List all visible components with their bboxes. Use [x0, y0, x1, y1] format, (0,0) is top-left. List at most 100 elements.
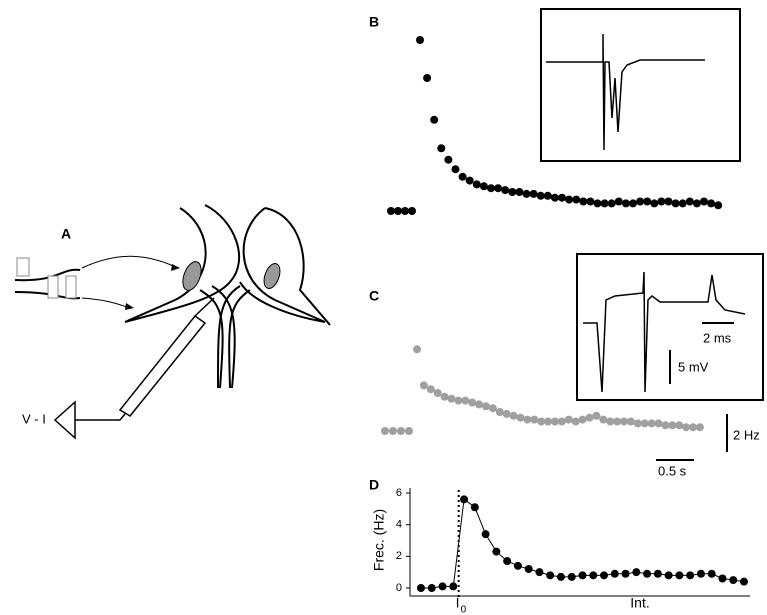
y-tick-label: 6 — [396, 487, 402, 499]
point — [389, 427, 397, 435]
point — [692, 199, 701, 208]
point — [629, 199, 637, 208]
point — [427, 584, 436, 592]
point — [592, 411, 601, 420]
point — [502, 409, 511, 418]
point — [513, 561, 522, 570]
point — [515, 188, 524, 196]
point — [408, 207, 416, 215]
point — [472, 180, 481, 189]
scale-label: 0.5 s — [658, 464, 687, 479]
point — [653, 569, 662, 578]
point — [664, 197, 673, 206]
point — [535, 568, 544, 577]
point — [523, 415, 532, 424]
point — [718, 574, 727, 583]
point — [558, 193, 566, 202]
point — [419, 381, 428, 390]
inset-c: 2 ms 5 mV — [576, 253, 764, 401]
point — [381, 427, 389, 435]
x-axis-label: Int. — [630, 595, 649, 611]
panel-label: D — [369, 477, 379, 493]
point — [405, 427, 413, 435]
point — [654, 419, 663, 428]
point — [516, 413, 525, 422]
point — [695, 423, 704, 432]
point — [530, 415, 539, 424]
point — [508, 188, 517, 196]
point — [461, 396, 470, 405]
point — [650, 199, 659, 208]
point — [551, 417, 559, 426]
point — [686, 571, 695, 580]
point — [606, 417, 615, 426]
point — [440, 392, 449, 401]
point — [524, 565, 533, 573]
point — [444, 155, 453, 164]
point — [636, 197, 645, 206]
point — [433, 389, 442, 397]
point — [626, 417, 635, 426]
point — [682, 423, 691, 432]
point — [494, 184, 503, 193]
point — [460, 495, 469, 504]
point — [700, 197, 708, 206]
point — [509, 411, 518, 420]
point — [537, 417, 546, 426]
point — [707, 569, 716, 578]
diagram-label: V - I — [22, 411, 46, 426]
point — [586, 197, 595, 206]
point — [488, 404, 497, 413]
point — [633, 419, 642, 428]
point — [600, 571, 609, 580]
panel-label: B — [369, 14, 379, 30]
y-tick-label: 4 — [396, 519, 402, 531]
point — [607, 199, 616, 208]
point — [437, 144, 446, 153]
point — [550, 193, 559, 202]
point — [685, 197, 694, 206]
point — [714, 201, 723, 210]
point — [578, 415, 587, 424]
point — [643, 569, 652, 578]
point — [740, 577, 748, 586]
point — [565, 195, 574, 204]
scale-label: 5 mV — [678, 359, 709, 374]
point — [707, 199, 716, 208]
point — [430, 115, 439, 124]
point — [567, 572, 576, 581]
point — [599, 415, 608, 424]
point — [475, 400, 484, 409]
point — [451, 165, 460, 174]
point — [668, 421, 677, 430]
point — [689, 423, 697, 432]
point — [614, 197, 623, 206]
point — [426, 385, 435, 394]
point — [495, 408, 504, 416]
point — [417, 584, 425, 592]
point — [529, 189, 538, 198]
point — [470, 503, 479, 512]
point — [423, 74, 432, 82]
point — [557, 417, 566, 426]
point — [397, 427, 405, 435]
point — [621, 569, 630, 578]
point — [578, 571, 587, 580]
point — [643, 197, 652, 206]
point — [543, 191, 552, 200]
point — [482, 402, 490, 411]
point — [657, 197, 666, 206]
point — [479, 182, 488, 191]
point — [449, 582, 458, 591]
panel-label: A — [61, 226, 71, 242]
point — [536, 191, 545, 200]
point — [572, 195, 581, 204]
y-tick-label: 0 — [396, 582, 402, 594]
point — [729, 576, 738, 585]
point — [661, 421, 670, 430]
point — [589, 571, 598, 580]
point — [387, 207, 395, 215]
point — [613, 417, 622, 426]
point — [621, 199, 630, 208]
